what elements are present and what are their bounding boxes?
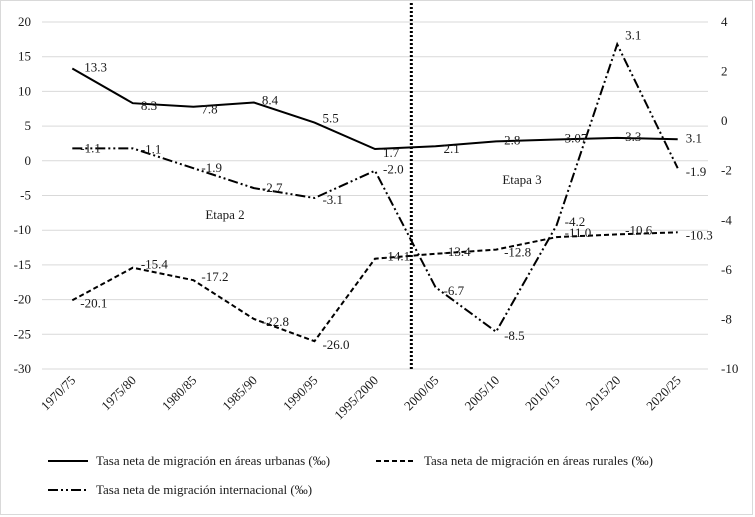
data-label-2: -8.5 — [504, 328, 525, 343]
x-tick-label: 1995/2000 — [331, 373, 381, 423]
series-line-0 — [71, 67, 678, 151]
data-label-0: 5.5 — [322, 111, 338, 126]
data-label-1: -10.3 — [686, 227, 713, 242]
data-label-2: -6.7 — [444, 283, 465, 298]
data-label-0: 3.1 — [686, 130, 702, 145]
y-left-tick-label: 15 — [18, 49, 31, 64]
y-right-tick-label: -4 — [721, 212, 732, 227]
legend-swatch-urban — [48, 460, 88, 462]
data-label-2: -1.9 — [201, 160, 222, 175]
data-label-1: -20.1 — [80, 295, 107, 310]
legend-label-rural: Tasa neta de migración en áreas rurales … — [424, 453, 654, 468]
data-label-1: -12.8 — [504, 245, 531, 260]
legend-item-urban: Tasa neta de migración en áreas urbanas … — [48, 453, 330, 469]
data-label-2: -4.2 — [565, 214, 586, 229]
data-label-2: -1.1 — [141, 141, 162, 156]
data-label-0: 13.3 — [84, 59, 107, 74]
data-label-1: -26.0 — [322, 337, 349, 352]
x-tick-label: 2015/20 — [583, 373, 624, 414]
y-right-tick-label: -8 — [721, 311, 732, 326]
y-right-tick-label: -2 — [721, 163, 732, 178]
y-left-tick-label: 10 — [18, 83, 31, 98]
data-label-2: -2.0 — [383, 162, 404, 177]
y-left-tick-label: -20 — [14, 292, 31, 307]
data-label-2: -2.7 — [262, 180, 283, 195]
y-left-tick-label: -10 — [14, 222, 31, 237]
y-left-tick-label: -15 — [14, 257, 31, 272]
x-tick-label: 1985/90 — [219, 373, 260, 414]
data-label-1: -22.8 — [262, 314, 289, 329]
data-label-0: 2.1 — [444, 141, 460, 156]
y-right-tick-label: 2 — [721, 64, 728, 79]
data-label-0: 8.4 — [262, 93, 279, 108]
data-label-0: 8.3 — [141, 98, 157, 113]
x-tick-label: 2000/05 — [401, 373, 442, 414]
data-label-0: 7.8 — [201, 102, 217, 117]
data-label-1: -17.2 — [201, 269, 228, 284]
data-label-1: -11.0 — [565, 225, 592, 240]
data-label-2: -3.1 — [322, 192, 343, 207]
legend-swatch-rural — [376, 460, 416, 462]
y-left-tick-label: -25 — [14, 326, 31, 341]
y-left-tick-label: -30 — [14, 361, 31, 376]
annotation-etapa-2: Etapa 2 — [205, 207, 244, 222]
data-label-1: -14.1 — [383, 249, 410, 264]
x-tick-label: 1975/80 — [98, 373, 139, 414]
data-label-0: 1.7 — [383, 145, 400, 160]
x-tick-label: 2010/15 — [522, 373, 563, 414]
y-left-tick-label: 20 — [18, 14, 31, 29]
y-right-tick-label: -10 — [721, 361, 738, 376]
x-tick-label: 2020/25 — [643, 373, 684, 414]
legend-item-rural: Tasa neta de migración en áreas rurales … — [376, 453, 653, 469]
series-line-2 — [72, 41, 679, 334]
y-left-tick-label: 0 — [25, 153, 32, 168]
legend-swatch-international — [48, 489, 88, 491]
x-tick-label: 2005/10 — [461, 373, 502, 414]
data-label-2: 3.1 — [625, 27, 641, 42]
data-label-2: -1.1 — [80, 140, 101, 155]
x-tick-label: 1990/95 — [280, 373, 321, 414]
y-right-tick-label: 4 — [721, 14, 728, 29]
data-label-0: 3.3 — [625, 129, 641, 144]
data-label-0: 3.07 — [565, 130, 588, 145]
data-label-2: -1.9 — [686, 164, 707, 179]
y-left-tick-label: -5 — [20, 188, 31, 203]
legend-label-international: Tasa neta de migración internacional (‰) — [96, 482, 313, 497]
series-line-1 — [71, 231, 678, 343]
y-right-tick-label: 0 — [721, 113, 728, 128]
legend-label-urban: Tasa neta de migración en áreas urbanas … — [96, 453, 331, 468]
data-label-1: -10.6 — [625, 222, 653, 237]
y-right-tick-label: -6 — [721, 262, 732, 277]
x-tick-label: 1970/75 — [38, 373, 79, 414]
x-tick-label: 1980/85 — [159, 373, 200, 414]
y-left-tick-label: 5 — [25, 118, 32, 133]
data-label-0: 2.8 — [504, 132, 520, 147]
legend-item-international: Tasa neta de migración internacional (‰) — [48, 482, 312, 498]
annotation-etapa-3: Etapa 3 — [502, 172, 541, 187]
data-label-1: -13.4 — [444, 244, 472, 259]
data-label-1: -15.4 — [141, 257, 169, 272]
